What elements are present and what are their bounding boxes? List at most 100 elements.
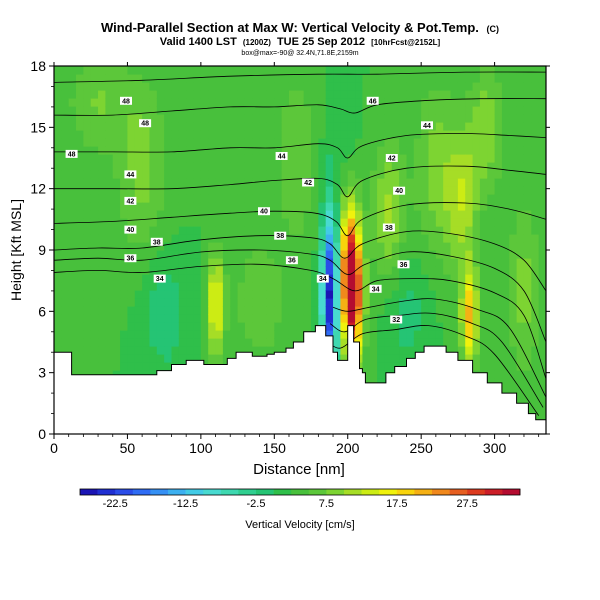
velocity-cell	[156, 306, 165, 315]
velocity-cell	[531, 210, 540, 219]
velocity-cell	[281, 178, 290, 187]
velocity-cell	[208, 290, 217, 299]
velocity-cell	[134, 74, 143, 83]
velocity-cell	[428, 154, 437, 163]
velocity-cell	[384, 282, 393, 291]
velocity-cell	[112, 186, 121, 195]
velocity-cell	[112, 90, 121, 99]
velocity-cell	[244, 74, 253, 83]
velocity-cell	[76, 114, 84, 123]
velocity-cell	[391, 82, 400, 91]
velocity-cell	[516, 346, 525, 355]
velocity-cell	[435, 178, 444, 187]
velocity-cell	[325, 298, 334, 307]
velocity-cell	[200, 274, 209, 283]
contour-label-bg	[285, 256, 298, 265]
velocity-cell	[311, 130, 319, 139]
velocity-cell	[76, 346, 84, 355]
velocity-cell	[149, 362, 158, 371]
velocity-cell	[142, 306, 151, 315]
velocity-cell	[230, 90, 239, 99]
contour-label: 44	[421, 121, 433, 130]
velocity-cell	[531, 202, 540, 211]
velocity-cell	[318, 114, 327, 123]
velocity-cell	[68, 130, 77, 139]
velocity-cell	[105, 98, 114, 107]
velocity-cell	[421, 218, 430, 227]
velocity-cell	[538, 298, 546, 307]
velocity-cell	[98, 82, 106, 91]
subtitle-date: TUE 25 Sep 2012	[277, 36, 365, 48]
velocity-cell	[178, 274, 187, 283]
velocity-cell	[134, 210, 143, 219]
velocity-cell	[68, 258, 77, 267]
velocity-cell	[164, 146, 173, 155]
velocity-cell	[112, 194, 121, 203]
velocity-cell	[164, 346, 173, 355]
velocity-cell	[311, 290, 319, 299]
velocity-cell	[421, 314, 430, 323]
velocity-cell	[435, 106, 444, 115]
velocity-cell	[362, 178, 371, 187]
velocity-cell	[465, 210, 474, 219]
velocity-cell	[164, 114, 173, 123]
velocity-cell	[90, 338, 99, 347]
velocity-cell	[186, 290, 195, 299]
velocity-cell	[362, 82, 371, 91]
velocity-cell	[208, 194, 217, 203]
velocity-cell	[105, 266, 114, 275]
velocity-cell	[501, 274, 510, 283]
contour-label-text: 40	[260, 209, 268, 216]
velocity-cell	[435, 146, 444, 155]
velocity-cell	[83, 138, 92, 147]
velocity-cell	[120, 202, 129, 211]
velocity-cell	[237, 290, 246, 299]
velocity-cell	[340, 210, 349, 219]
contour-label: 34	[316, 274, 329, 283]
velocity-cell	[494, 106, 503, 115]
velocity-cell	[516, 122, 525, 131]
velocity-cell	[83, 306, 92, 315]
velocity-cell	[149, 210, 158, 219]
velocity-cell	[296, 146, 305, 155]
velocity-cell	[230, 290, 239, 299]
velocity-cell	[127, 186, 136, 195]
velocity-cell	[406, 314, 415, 323]
velocity-cell	[538, 226, 546, 235]
velocity-cell	[127, 306, 136, 315]
velocity-cell	[457, 346, 466, 355]
velocity-cell	[90, 90, 99, 99]
velocity-cell	[68, 306, 77, 315]
velocity-cell	[266, 306, 275, 315]
velocity-cell	[222, 98, 231, 107]
velocity-cell	[54, 186, 62, 195]
contour-label: 38	[382, 223, 395, 232]
velocity-cell	[509, 282, 518, 291]
colorbar-tick-label: -12.5	[173, 498, 198, 510]
velocity-cell	[208, 122, 217, 131]
velocity-cell	[193, 122, 202, 131]
velocity-cell	[208, 74, 217, 83]
velocity-cell	[435, 98, 444, 107]
velocity-cell	[149, 250, 158, 259]
velocity-cell	[54, 202, 62, 211]
velocity-cell	[421, 74, 430, 83]
velocity-cell	[479, 146, 488, 155]
velocity-cell	[443, 250, 452, 259]
velocity-cell	[259, 114, 268, 123]
velocity-cell	[186, 234, 195, 243]
velocity-cell	[494, 234, 503, 243]
velocity-cell	[531, 194, 540, 203]
velocity-cell	[244, 282, 253, 291]
velocity-cell	[266, 90, 275, 99]
velocity-cell	[479, 330, 488, 339]
velocity-cell	[244, 290, 253, 299]
velocity-cell	[222, 66, 231, 75]
contour-label-text: 40	[395, 188, 403, 195]
velocity-cell	[149, 114, 158, 123]
velocity-cell	[457, 258, 466, 267]
velocity-cell	[355, 170, 364, 179]
velocity-cell	[494, 130, 503, 139]
velocity-cell	[259, 306, 268, 315]
velocity-cell	[208, 218, 217, 227]
